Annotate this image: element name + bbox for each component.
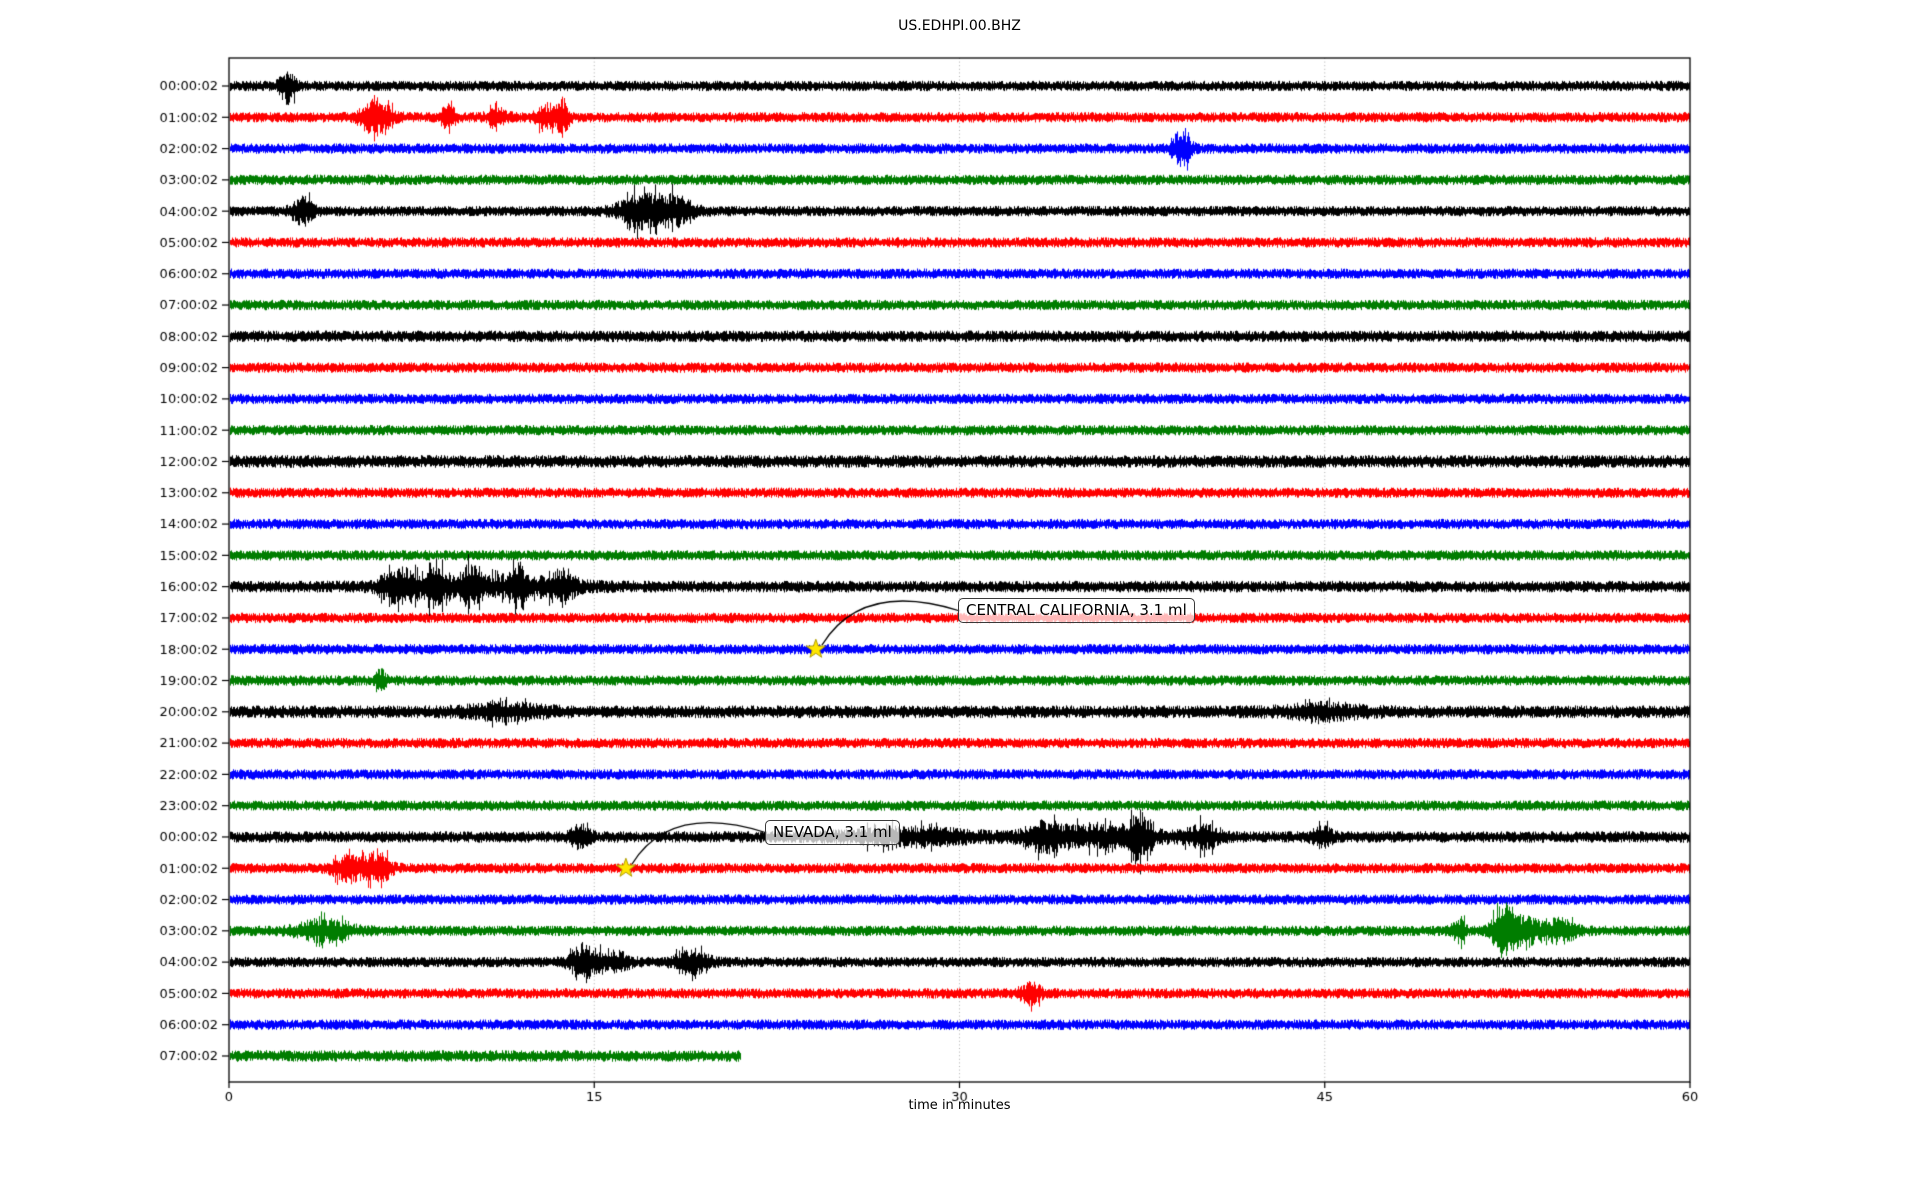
figure-title: US.EDHPI.00.BHZ bbox=[898, 18, 1021, 34]
event-annotation-central-california: CENTRAL CALIFORNIA, 3.1 ml bbox=[958, 598, 1195, 623]
event-annotation-nevada: NEVADA, 3.1 ml bbox=[765, 820, 900, 845]
x-axis-label: time in minutes bbox=[908, 1098, 1011, 1113]
